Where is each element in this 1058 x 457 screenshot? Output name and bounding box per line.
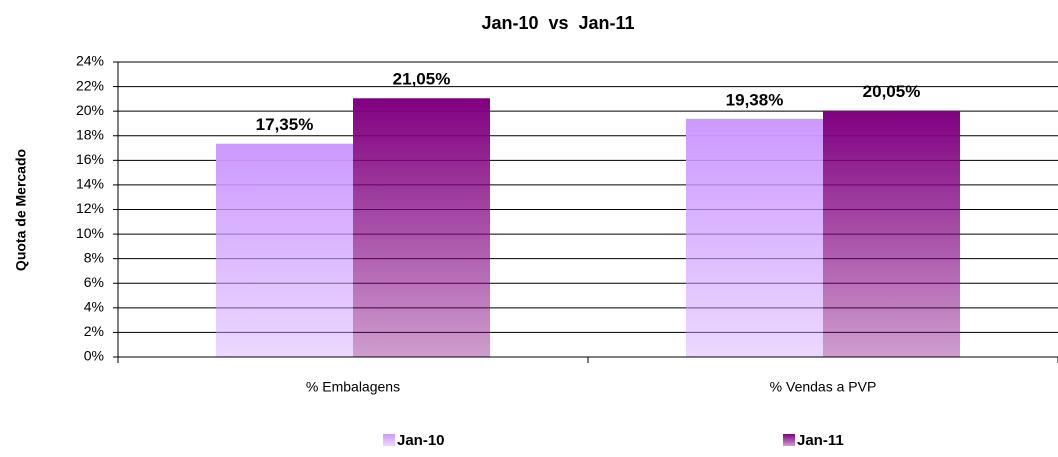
x-tick-label: % Vendas a PVP [770, 379, 877, 395]
value-label: 21,05% [393, 70, 451, 89]
y-tick-label: 22% [76, 77, 104, 93]
y-tick-label: 14% [76, 176, 104, 192]
bar [353, 98, 490, 358]
chart-title: Jan-10 vs Jan-11 [481, 13, 634, 33]
bar [823, 110, 960, 357]
y-tick-label: 4% [84, 299, 104, 315]
y-tick-label: 16% [76, 151, 104, 167]
value-label: 17,35% [256, 115, 314, 134]
y-tick-label: 20% [76, 102, 104, 118]
y-tick-label: 6% [84, 274, 104, 290]
y-tick-label: 18% [76, 126, 104, 142]
legend-swatch [783, 434, 795, 446]
x-tick-label: % Embalagens [306, 379, 400, 395]
y-tick-label: 12% [76, 200, 104, 216]
y-tick-label: 0% [84, 348, 104, 364]
legend-label: Jan-10 [397, 432, 445, 449]
y-tick-label: 10% [76, 225, 104, 241]
bar [216, 143, 353, 357]
y-tick-label: 24% [76, 53, 104, 69]
y-tick-label: 2% [84, 323, 104, 339]
bar [686, 118, 823, 357]
y-tick-label: 8% [84, 249, 104, 265]
legend-swatch [383, 434, 395, 446]
legend-label: Jan-11 [797, 432, 844, 449]
y-axis-title: Quota de Mercado [13, 149, 29, 271]
value-label: 20,05% [863, 82, 921, 101]
value-label: 19,38% [726, 90, 784, 109]
